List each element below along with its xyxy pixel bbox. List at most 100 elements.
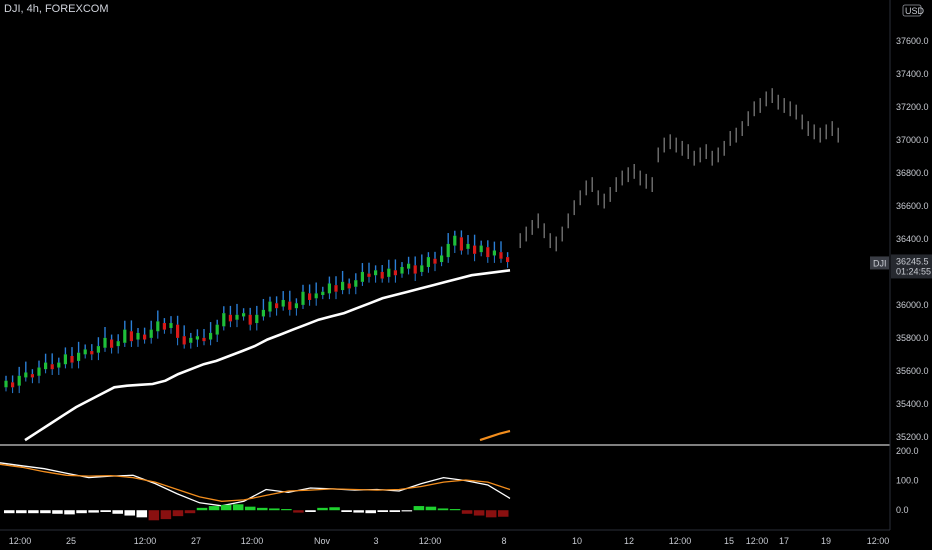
- candle: [189, 332, 193, 349]
- candle: [268, 296, 272, 318]
- candle-body: [103, 337, 107, 348]
- price-tick-label: 37200.0: [896, 102, 929, 112]
- histogram-bar: [64, 510, 75, 515]
- currency-label: USD: [905, 6, 925, 16]
- candle-body: [308, 293, 312, 300]
- candle: [492, 241, 496, 263]
- histogram-bar: [148, 510, 160, 521]
- candle: [24, 361, 28, 382]
- candle: [281, 291, 285, 311]
- candle-body: [393, 270, 397, 276]
- candle: [57, 357, 61, 375]
- candle-body: [314, 293, 318, 299]
- histogram-bar: [196, 507, 208, 511]
- histogram-bar: [28, 510, 39, 514]
- time-tick-label: 3: [373, 536, 378, 546]
- candle: [453, 230, 457, 253]
- candle: [413, 256, 417, 282]
- candle-body: [446, 243, 450, 258]
- histogram-bar: [172, 510, 184, 517]
- candle: [506, 252, 510, 268]
- candle-body: [143, 334, 147, 340]
- candle-body: [195, 336, 199, 340]
- candle: [176, 315, 180, 346]
- candle: [433, 251, 437, 272]
- histogram-bar: [461, 510, 473, 514]
- candle: [440, 246, 444, 267]
- candle: [103, 326, 107, 352]
- candle: [393, 259, 397, 283]
- candle-body: [374, 270, 378, 276]
- candle-body: [281, 299, 285, 307]
- candle: [90, 344, 94, 361]
- candle: [294, 298, 298, 316]
- histogram-bar: [305, 510, 316, 512]
- candle-body: [473, 245, 477, 254]
- candle-body: [24, 372, 28, 378]
- histogram-bar: [76, 510, 87, 514]
- candle: [380, 265, 384, 283]
- candle: [486, 240, 490, 263]
- candle: [248, 307, 252, 331]
- candle-body: [492, 250, 496, 256]
- candle: [308, 284, 312, 306]
- histogram-bar: [329, 507, 340, 511]
- candle-body: [162, 323, 166, 330]
- candle-body: [380, 271, 384, 279]
- candle: [149, 320, 153, 344]
- candle-body: [426, 257, 430, 267]
- candle: [459, 230, 463, 255]
- histogram-bar: [473, 510, 485, 516]
- candle: [327, 276, 331, 300]
- currency-badge: [902, 4, 922, 17]
- candle-body: [466, 243, 470, 249]
- time-tick-label: 17: [779, 536, 789, 546]
- candle: [11, 375, 15, 394]
- candle-body: [433, 258, 437, 264]
- candle-body: [255, 314, 259, 324]
- candle-body: [288, 301, 292, 310]
- candle: [202, 328, 206, 346]
- time-tick-label: 12:00: [134, 536, 157, 546]
- candle-body: [499, 252, 503, 259]
- time-tick-label: 12:00: [241, 536, 264, 546]
- histogram-bar: [220, 504, 232, 511]
- histogram-bar: [341, 510, 352, 512]
- candle-body: [479, 245, 483, 253]
- candle-body: [116, 341, 120, 347]
- histogram-bar: [437, 508, 449, 511]
- candle: [407, 256, 411, 275]
- candle-body: [90, 351, 94, 355]
- price-tick-label: 36000.0: [896, 300, 929, 310]
- candle: [367, 262, 371, 283]
- symbol-tag-label: DJI: [873, 258, 887, 268]
- candle-body: [136, 332, 140, 340]
- histogram-bar: [208, 506, 220, 511]
- histogram-bar: [425, 506, 437, 511]
- candle: [321, 286, 325, 300]
- moving-average-line: [479, 429, 511, 442]
- candle-body: [129, 331, 133, 342]
- histogram-bar: [389, 510, 401, 512]
- candle-body: [83, 349, 87, 355]
- histogram-bar: [232, 504, 244, 511]
- price-tick-label: 35200.0: [896, 432, 929, 442]
- time-tick-label: 25: [66, 536, 76, 546]
- histogram-bar: [317, 507, 328, 511]
- histogram-bar: [4, 510, 15, 514]
- candle: [209, 322, 213, 346]
- candle: [387, 259, 391, 283]
- candle: [37, 360, 41, 384]
- candle: [261, 298, 265, 321]
- candle: [314, 282, 318, 306]
- time-tick-label: 12:00: [419, 536, 442, 546]
- histogram-bar: [413, 506, 425, 511]
- candle: [162, 318, 166, 334]
- price-tick-label: 37400.0: [896, 69, 929, 79]
- candle-body: [37, 367, 41, 376]
- chart-title: DJI, 4h, FOREXCOM: [4, 3, 109, 15]
- candle-body: [413, 265, 417, 274]
- candle: [288, 290, 292, 316]
